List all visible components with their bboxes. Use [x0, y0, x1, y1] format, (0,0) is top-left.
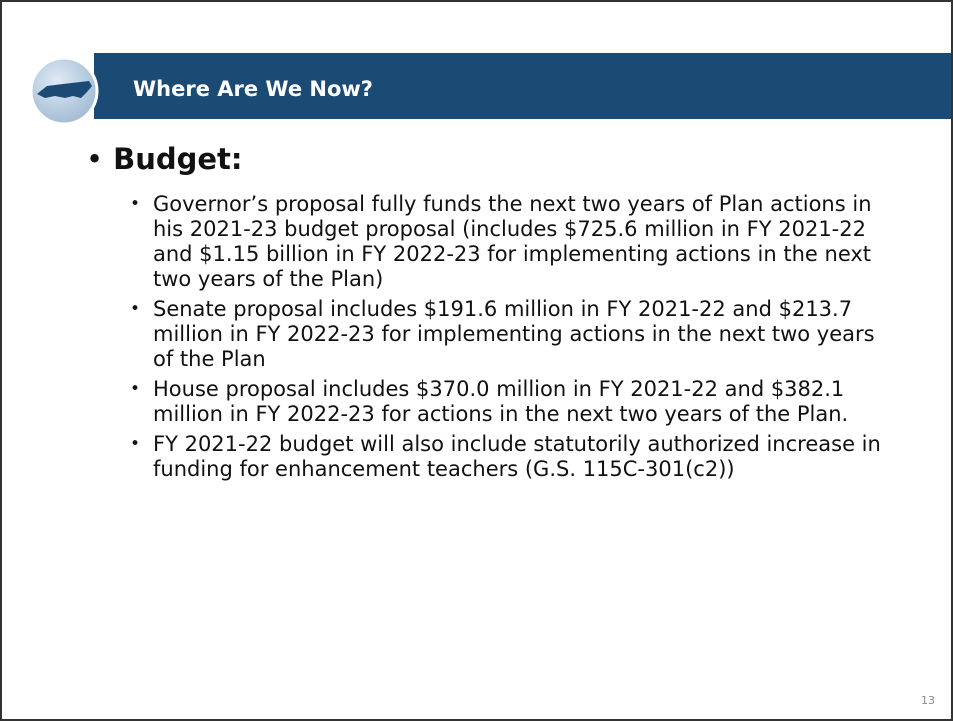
bullet-item: Senate proposal includes $191.6 million …	[130, 297, 900, 372]
bullet-item: FY 2021-22 budget will also include stat…	[130, 432, 900, 482]
bullet-item: House proposal includes $370.0 million i…	[130, 377, 900, 427]
page-number: 13	[921, 694, 935, 707]
header-title: Where Are We Now?	[133, 77, 373, 101]
section-heading: Budget:	[86, 142, 242, 176]
state-icon	[29, 56, 99, 126]
header-band	[94, 53, 951, 119]
bullet-list: Governor’s proposal fully funds the next…	[130, 192, 900, 487]
bullet-item: Governor’s proposal fully funds the next…	[130, 192, 900, 292]
